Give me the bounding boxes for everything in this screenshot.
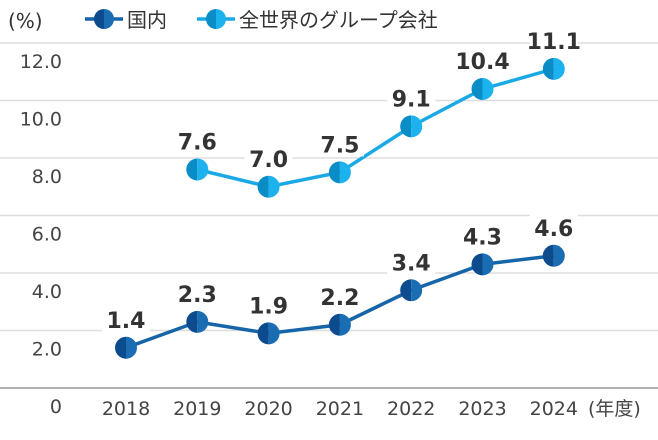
x-tick-label: 2018 <box>102 398 150 420</box>
series-line-1 <box>196 67 555 189</box>
marker-left-half <box>542 244 554 267</box>
marker-right-half <box>126 336 137 359</box>
marker-right-half <box>197 158 209 181</box>
marker-right-half <box>411 115 423 138</box>
x-tick-label: 2023 <box>458 398 506 420</box>
data-point-marker <box>115 336 137 359</box>
data-label: 4.6 <box>534 217 573 242</box>
data-label-bg <box>173 279 222 306</box>
marker-right-half <box>197 310 209 333</box>
y-tick-label: 2.0 <box>32 339 62 361</box>
data-label: 7.6 <box>178 131 217 156</box>
marker-left-half <box>206 9 216 29</box>
data-label-bg <box>529 26 578 53</box>
y-tick-label: 10.0 <box>20 109 62 131</box>
y-tick-label: 0 <box>50 396 62 418</box>
legend: 国内 全世界のグループ会社 <box>85 8 438 32</box>
marker-right-half <box>268 175 280 198</box>
marker-left-half <box>400 279 412 302</box>
marker-right-half <box>216 9 226 29</box>
marker-right-half <box>482 78 494 100</box>
legend-marker-icon <box>206 9 226 29</box>
marker-left-half <box>328 313 340 336</box>
marker-left-half <box>115 336 126 359</box>
data-label-bg <box>458 222 507 249</box>
x-axis-ticks: 2018 2019 2020 2021 2022 2023 2024 <box>102 398 578 420</box>
data-label: 1.9 <box>249 294 288 319</box>
data-label-bg <box>244 291 293 318</box>
y-tick-label: 4.0 <box>32 281 62 303</box>
marker-right-half <box>553 244 565 267</box>
data-point-marker <box>542 244 565 267</box>
marker-right-half <box>339 161 351 184</box>
data-point-marker <box>186 158 209 181</box>
y-unit-label: (%) <box>8 9 43 33</box>
data-label-bg <box>529 213 578 240</box>
data-point-marker <box>257 175 280 198</box>
marker-left-half <box>471 253 483 276</box>
data-point-marker <box>328 313 351 336</box>
data-point-marker <box>542 57 565 80</box>
marker-right-half <box>339 313 351 336</box>
marker-right-half <box>268 322 280 345</box>
x-tick-label: 2024 <box>530 398 578 420</box>
data-label: 11.1 <box>527 30 581 55</box>
x-tick-label: 2019 <box>173 398 221 420</box>
marker-left-half <box>186 158 198 181</box>
marker-left-half <box>471 78 483 100</box>
data-point-marker <box>328 161 351 184</box>
data-point-marker <box>186 310 209 333</box>
data-point-marker <box>400 279 423 302</box>
marker-left-half <box>94 9 104 29</box>
marker-left-half <box>542 57 554 80</box>
data-label-bg <box>315 282 364 309</box>
x-unit-label: (年度) <box>588 398 641 420</box>
data-label-bg <box>387 248 436 275</box>
x-tick-label: 2021 <box>316 398 364 420</box>
data-label-bg <box>315 130 364 157</box>
marker-left-half <box>400 115 412 138</box>
data-label: 7.0 <box>249 148 288 173</box>
y-tick-label: 6.0 <box>32 224 62 246</box>
data-label: 2.3 <box>178 283 217 308</box>
marker-right-half <box>411 279 423 302</box>
marker-right-half <box>553 57 565 80</box>
data-label: 10.4 <box>455 50 509 75</box>
data-label: 2.2 <box>320 286 359 311</box>
marker-right-half <box>104 9 114 29</box>
data-label-bg <box>173 127 222 154</box>
data-label-bg <box>102 305 150 332</box>
marker-left-half <box>257 322 269 345</box>
x-tick-label: 2022 <box>387 398 435 420</box>
legend-label: 国内 <box>127 8 167 32</box>
data-label-bg <box>458 47 507 73</box>
legend-marker-icon <box>94 9 114 29</box>
marker-left-half <box>186 310 198 333</box>
y-tick-label: 8.0 <box>32 166 62 188</box>
data-label: 3.4 <box>392 251 431 276</box>
data-label-bg <box>387 84 436 111</box>
data-label: 4.3 <box>463 225 502 250</box>
marker-left-half <box>328 161 340 184</box>
data-point-marker <box>400 115 423 138</box>
data-label: 7.5 <box>320 133 359 158</box>
data-label-bg <box>244 144 293 171</box>
data-label: 9.1 <box>392 87 431 112</box>
y-axis-ticks: 0 2.0 4.0 6.0 8.0 10.0 12.0 <box>20 51 62 418</box>
data-point-marker <box>257 322 280 345</box>
data-point-marker <box>471 253 494 276</box>
data-label: 1.4 <box>107 309 146 334</box>
data-labels: 1.4 2.3 1.9 2.2 3.4 4.3 4.6 7.6 7.0 7.5 9.1 10.4 11.… <box>102 26 581 334</box>
series-markers <box>115 57 565 359</box>
marker-right-half <box>482 253 494 276</box>
x-tick-label: 2020 <box>244 398 292 420</box>
legend-label: 全世界のグループ会社 <box>239 8 438 32</box>
marker-left-half <box>257 175 269 198</box>
data-point-marker <box>471 78 494 100</box>
y-tick-label: 12.0 <box>20 51 62 73</box>
